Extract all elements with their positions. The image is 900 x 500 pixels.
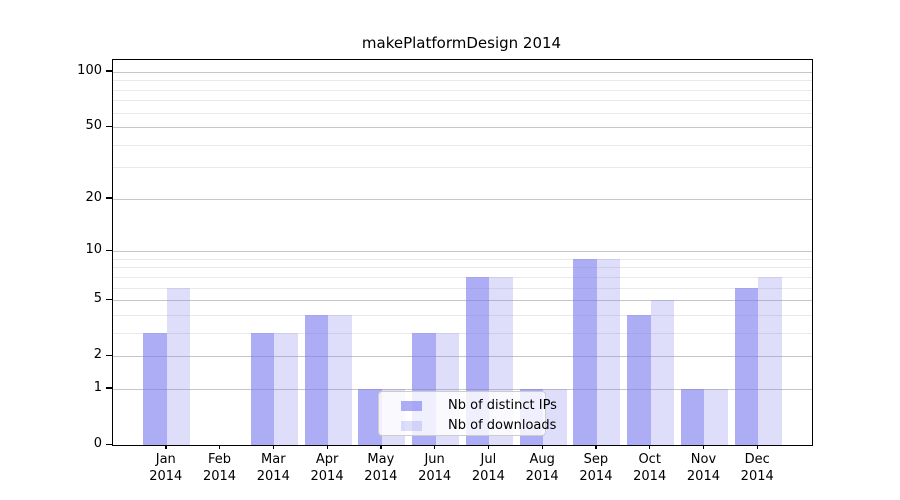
x-tick-label-feb: Feb 2014	[202, 452, 237, 484]
x-tick-label-aug: Aug 2014	[525, 452, 559, 484]
bar-series1-nov	[704, 388, 728, 445]
gridline-minor	[113, 332, 812, 334]
x-tick-mark	[595, 445, 597, 450]
x-tick-label-mar: Mar 2014	[256, 452, 290, 484]
gridline-minor	[113, 167, 812, 169]
bar-series1-sep	[596, 258, 621, 445]
y-tick-mark	[106, 298, 112, 300]
bar-series0-nov	[680, 388, 705, 445]
bar-series0-mar	[250, 332, 275, 445]
gridline-major	[113, 300, 812, 302]
y-tick-label: 1	[93, 379, 102, 395]
x-tick-mark	[541, 445, 543, 450]
gridline-minor	[113, 144, 812, 146]
legend-item-downloads: Nb of downloads	[401, 417, 556, 435]
y-tick-mark	[106, 125, 112, 127]
gridline-minor	[113, 276, 812, 278]
x-tick-label-jun: Jun 2014	[418, 452, 452, 484]
gridline-minor	[113, 100, 812, 102]
x-tick-label-jan: Jan 2014	[149, 452, 183, 484]
x-tick-mark	[434, 445, 436, 450]
x-tick-mark	[326, 445, 328, 450]
legend-swatch-distinct-ips	[401, 401, 422, 411]
y-tick-label: 20	[85, 189, 102, 205]
y-tick-label: 10	[85, 242, 102, 258]
gridline-major	[113, 198, 812, 200]
x-tick-mark	[165, 445, 167, 450]
x-tick-mark	[272, 445, 275, 450]
x-tick-label-jul: Jul 2014	[471, 452, 505, 484]
x-tick-label-dec: Dec 2014	[740, 452, 774, 484]
y-tick-mark	[106, 197, 112, 199]
bar-series1-dec	[758, 276, 782, 445]
gridline-minor	[113, 314, 812, 316]
gridline-major	[113, 388, 812, 390]
y-tick-label: 50	[85, 118, 102, 134]
gridline-minor	[113, 80, 812, 82]
bar-series1-oct	[650, 300, 675, 445]
x-tick-mark	[380, 445, 382, 450]
gridline-major	[113, 251, 812, 253]
y-tick-label: 2	[93, 347, 102, 363]
legend: Nb of distinct IPs Nb of downloads	[378, 391, 557, 436]
x-tick-mark	[756, 445, 759, 450]
legend-item-distinct-ips: Nb of distinct IPs	[401, 397, 557, 415]
gridline-major	[113, 127, 812, 129]
y-tick-mark	[106, 70, 112, 72]
y-tick-mark	[106, 249, 112, 251]
y-tick-mark	[106, 443, 112, 445]
y-tick-label: 0	[93, 436, 102, 451]
bar-series0-sep	[573, 258, 597, 445]
y-tick-label: 5	[93, 291, 102, 307]
x-tick-label-may: May 2014	[364, 452, 398, 484]
gridline-minor	[113, 258, 812, 260]
x-tick-label-nov: Nov 2014	[686, 452, 720, 484]
gridline-minor	[113, 287, 812, 289]
x-tick-mark	[487, 445, 490, 450]
x-tick-label-sep: Sep 2014	[579, 452, 613, 484]
y-tick-mark	[106, 354, 112, 356]
bar-series0-jan	[143, 332, 167, 445]
gridline-minor	[113, 267, 812, 269]
legend-label-downloads: Nb of downloads	[448, 418, 557, 433]
gridline-minor	[113, 112, 812, 114]
y-tick-mark	[106, 387, 112, 389]
bar-series1-aug	[543, 388, 567, 445]
x-tick-label-oct: Oct 2014	[633, 452, 667, 484]
bar-series0-apr	[304, 314, 329, 445]
bar-series0-may	[358, 388, 382, 445]
x-tick-mark	[219, 445, 221, 450]
x-tick-mark	[702, 445, 705, 450]
legend-swatch-downloads	[401, 421, 422, 431]
chart-title: makePlatformDesign 2014	[361, 34, 562, 52]
bar-series0-dec	[734, 287, 759, 445]
plot-area	[112, 59, 813, 446]
bar-series0-oct	[627, 314, 651, 445]
legend-label-distinct-ips: Nb of distinct IPs	[448, 398, 557, 413]
y-tick-label: 100	[77, 62, 102, 78]
x-tick-mark	[649, 445, 651, 450]
bar-series1-jan	[166, 287, 191, 445]
gridline-major	[113, 71, 812, 73]
gridline-minor	[113, 89, 812, 91]
bar-series1-mar	[274, 332, 298, 445]
x-tick-label-apr: Apr 2014	[310, 452, 344, 484]
gridline-major	[113, 356, 812, 358]
bar-series1-apr	[328, 314, 352, 445]
